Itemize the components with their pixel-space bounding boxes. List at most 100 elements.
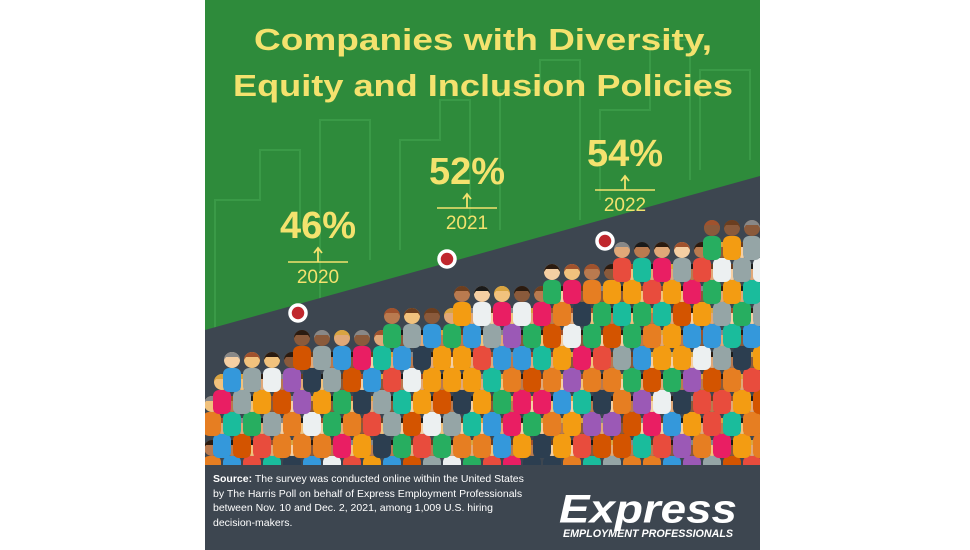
body: [213, 390, 231, 414]
person: [293, 330, 311, 370]
body: [563, 280, 581, 304]
body: [693, 434, 711, 458]
label-arrow: [462, 192, 472, 208]
body: [733, 302, 751, 326]
hair: [264, 352, 280, 360]
body: [643, 368, 661, 392]
body: [733, 258, 751, 282]
body: [553, 302, 571, 326]
person: [473, 286, 491, 326]
source-text: The survey was conducted online within t…: [213, 473, 524, 529]
body: [713, 434, 731, 458]
body: [653, 258, 671, 282]
body: [663, 280, 681, 304]
body: [723, 280, 741, 304]
person: [383, 308, 401, 348]
body: [403, 412, 421, 436]
body: [273, 434, 291, 458]
body: [403, 456, 421, 465]
hair: [634, 242, 650, 250]
person: [743, 220, 760, 260]
body: [713, 258, 731, 282]
person: [543, 264, 561, 304]
body: [533, 346, 551, 370]
body: [683, 456, 701, 465]
body: [423, 324, 441, 348]
body: [573, 346, 591, 370]
body: [373, 434, 391, 458]
category-label: 2020: [297, 267, 339, 288]
body: [523, 324, 541, 348]
body: [583, 456, 601, 465]
body: [313, 434, 331, 458]
body: [493, 434, 511, 458]
hair: [494, 286, 510, 294]
body: [253, 390, 271, 414]
body: [593, 302, 611, 326]
body: [403, 368, 421, 392]
body: [523, 412, 541, 436]
body: [413, 346, 431, 370]
hair: [564, 264, 580, 272]
hair: [614, 242, 630, 250]
body: [463, 368, 481, 392]
body: [383, 456, 401, 465]
body: [443, 324, 461, 348]
body: [223, 368, 241, 392]
body: [573, 434, 591, 458]
body: [413, 434, 431, 458]
body: [673, 302, 691, 326]
body: [753, 434, 760, 458]
body: [483, 412, 501, 436]
body: [753, 258, 760, 282]
body: [563, 456, 581, 465]
body: [743, 324, 760, 348]
body: [453, 390, 471, 414]
body: [473, 390, 491, 414]
body: [543, 324, 561, 348]
person: [333, 330, 351, 370]
body: [513, 302, 531, 326]
body: [243, 456, 261, 465]
person: [313, 330, 331, 370]
body: [363, 412, 381, 436]
body: [353, 390, 371, 414]
body: [643, 324, 661, 348]
body: [633, 346, 651, 370]
person: [583, 264, 601, 304]
body: [293, 346, 311, 370]
body: [393, 346, 411, 370]
body: [583, 368, 601, 392]
body: [223, 412, 241, 436]
body: [673, 434, 691, 458]
body: [723, 412, 741, 436]
body: [623, 280, 641, 304]
body: [233, 434, 251, 458]
body: [623, 324, 641, 348]
body: [213, 434, 231, 458]
hair: [744, 220, 760, 228]
body: [673, 258, 691, 282]
body: [423, 368, 441, 392]
body: [613, 390, 631, 414]
person: [633, 242, 651, 282]
body: [333, 434, 351, 458]
hair: [654, 242, 670, 250]
body: [363, 456, 381, 465]
body: [743, 412, 760, 436]
body: [743, 280, 760, 304]
logo: Express: [559, 488, 737, 532]
body: [743, 456, 760, 465]
body: [553, 390, 571, 414]
body: [523, 368, 541, 392]
body: [623, 412, 641, 436]
body: [303, 368, 321, 392]
body: [723, 236, 741, 260]
body: [563, 368, 581, 392]
body: [683, 280, 701, 304]
hair: [314, 330, 330, 338]
body: [643, 412, 661, 436]
body: [493, 390, 511, 414]
body: [353, 346, 371, 370]
title: Companies with Diversity,: [254, 22, 712, 57]
